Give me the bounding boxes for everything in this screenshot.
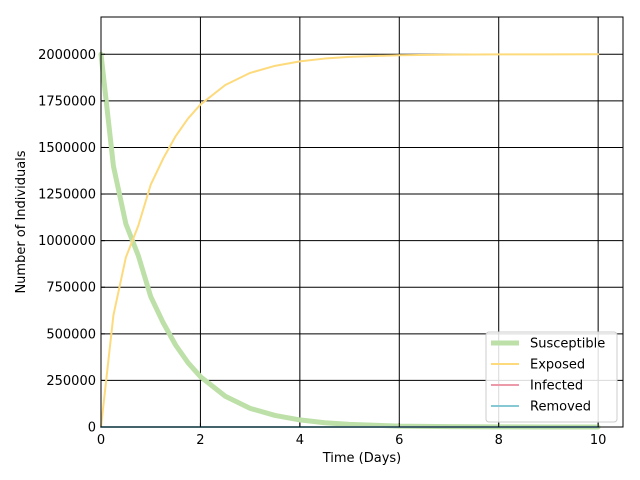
y-tick-label: 1500000 <box>38 141 96 156</box>
legend-label: Removed <box>530 400 591 415</box>
x-axis-label: Time (Days) <box>322 451 402 466</box>
x-tick-label: 2 <box>196 433 204 448</box>
x-tick-label: 4 <box>296 433 304 448</box>
y-tick-label: 1000000 <box>38 234 96 249</box>
x-tick-label: 8 <box>495 433 503 448</box>
y-tick-label: 250000 <box>46 374 96 389</box>
y-tick-label: 500000 <box>46 327 96 342</box>
legend-box <box>485 331 618 423</box>
y-tick-label: 750000 <box>46 281 96 296</box>
y-tick-label: 0 <box>88 421 96 436</box>
y-tick-label: 1250000 <box>38 188 96 203</box>
grid-lines <box>100 17 623 428</box>
legend-entry: Exposed <box>491 358 585 373</box>
legend-entry: Removed <box>491 400 591 415</box>
legend-label: Infected <box>530 379 583 394</box>
x-tick-label: 6 <box>395 433 403 448</box>
legend-label: Exposed <box>530 358 585 373</box>
legend: Susceptible Exposed Infected Removed <box>485 331 618 423</box>
y-tick-label: 2000000 <box>38 48 96 63</box>
plot-frame <box>100 16 624 428</box>
x-tick-label: 10 <box>590 433 607 448</box>
y-tick-label: 1750000 <box>38 94 96 109</box>
legend-label: Susceptible <box>530 337 605 352</box>
legend-entry: Susceptible <box>491 337 605 352</box>
series-line-exposed <box>100 53 600 428</box>
axis-ticks: 0 2 4 6 8 10 0 250000 500000 750000 1000000 1250000… <box>38 48 606 448</box>
legend-entry: Infected <box>491 379 583 394</box>
x-tick-label: 0 <box>97 433 105 448</box>
y-axis-label: Number of Individuals <box>14 150 29 293</box>
